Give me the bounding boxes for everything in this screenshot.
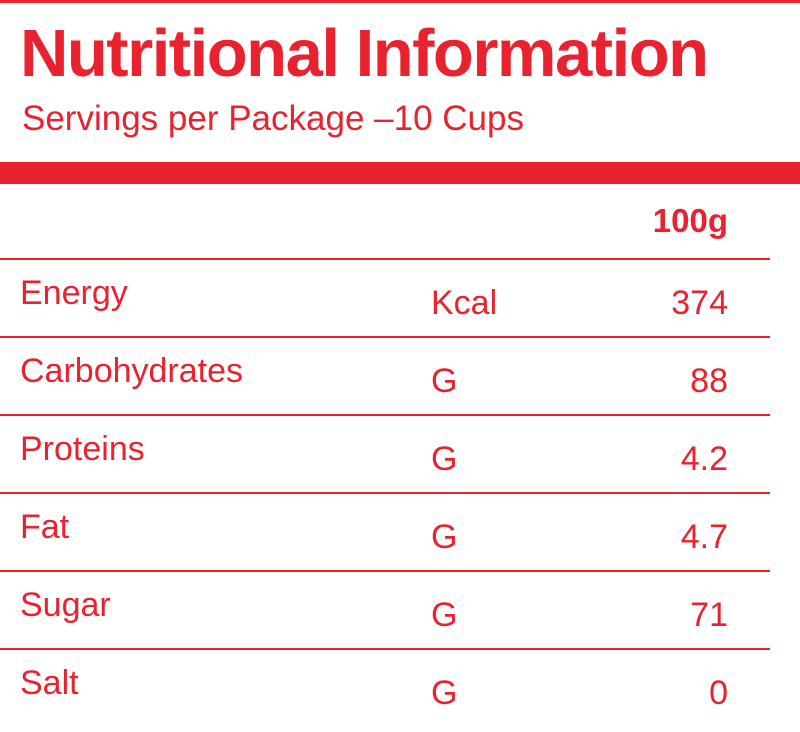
- table-row: Carbohydrates G 88: [0, 336, 770, 414]
- table-header-row: 100g: [0, 184, 770, 258]
- nutrient-unit: Kcal: [431, 284, 498, 322]
- top-border: [0, 0, 800, 3]
- nutrient-name: Sugar: [20, 586, 111, 624]
- nutrient-name: Salt: [20, 664, 79, 702]
- nutrient-value: 374: [671, 284, 728, 322]
- nutrient-unit: G: [431, 596, 458, 634]
- nutrient-name: Carbohydrates: [20, 352, 244, 390]
- nutrient-value: 0: [709, 674, 728, 712]
- nutrient-unit: G: [431, 440, 458, 478]
- table-row: Salt G 0: [0, 648, 770, 728]
- nutrient-name: Proteins: [20, 430, 145, 468]
- page-title: Nutritional Information: [20, 16, 709, 91]
- table-body: Energy Kcal 374 Carbohydrates G 88 Prote…: [0, 258, 770, 728]
- nutrient-unit: G: [431, 674, 458, 712]
- table-row: Sugar G 71: [0, 570, 770, 648]
- nutrient-name: Fat: [20, 508, 70, 546]
- table-row: Proteins G 4.2: [0, 414, 770, 492]
- nutrient-value: 88: [690, 362, 728, 400]
- servings-subtitle: Servings per Package –10 Cups: [22, 99, 524, 138]
- nutrient-unit: G: [431, 518, 458, 556]
- column-header-100g: 100g: [652, 202, 728, 239]
- table-row: Energy Kcal 374: [0, 258, 770, 336]
- nutrient-value: 71: [690, 596, 728, 634]
- nutrient-name: Energy: [20, 274, 128, 312]
- header-band: [0, 162, 800, 184]
- nutrient-value: 4.7: [680, 518, 728, 556]
- table-row: Fat G 4.7: [0, 492, 770, 570]
- nutrient-unit: G: [431, 362, 458, 400]
- nutrition-table: 100g Energy Kcal 374 Carbohydrates G 88 …: [0, 184, 770, 728]
- nutrient-value: 4.2: [680, 440, 728, 478]
